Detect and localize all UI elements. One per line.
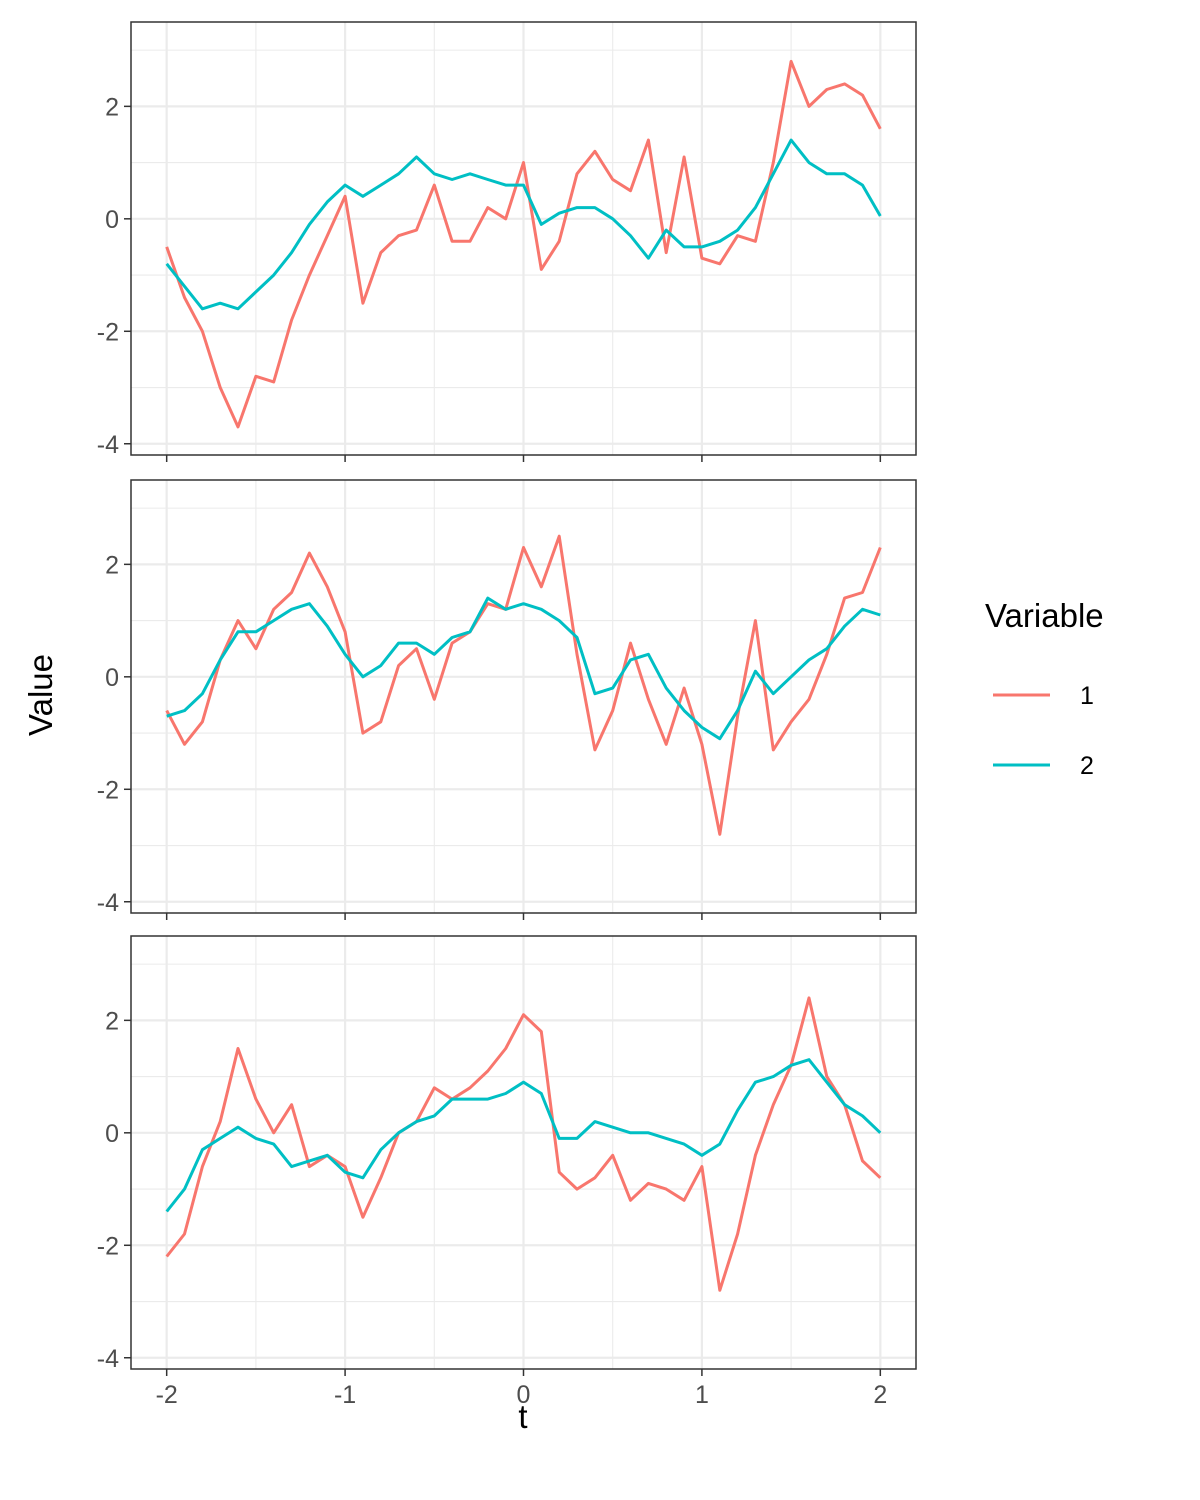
x-tick-label: 2 <box>873 1381 887 1409</box>
facet-panels: -4 -2 0 2 -4 -2 0 2 -4 -2 0 2 <box>97 21 917 1376</box>
series-line-2 <box>165 1058 882 1213</box>
y-tick-label: 0 <box>105 206 119 234</box>
y-tick-label: -2 <box>97 318 119 346</box>
x-tick-label: -1 <box>334 1381 356 1409</box>
y-tick-label: -4 <box>97 889 119 917</box>
series-line-2 <box>166 596 881 741</box>
y-tick-label: 2 <box>105 551 119 579</box>
legend-label-2: 2 <box>1080 752 1094 780</box>
x-tick-label: -2 <box>156 1381 178 1409</box>
y-tick-label: 2 <box>105 1007 119 1035</box>
facet-panel-3: -4 -2 0 2 <box>97 935 917 1376</box>
y-tick-label: -2 <box>97 1232 119 1260</box>
legend: Variable 1 2 <box>985 597 1104 780</box>
legend-label-1: 1 <box>1080 682 1094 710</box>
series-line-1 <box>165 996 882 1292</box>
y-tick-label: -4 <box>97 431 119 459</box>
y-tick-label: 0 <box>105 1120 119 1148</box>
y-tick-label: 2 <box>105 93 119 121</box>
series-line-1 <box>165 534 882 836</box>
x-tick-label: 1 <box>695 1381 709 1409</box>
legend-title: Variable <box>985 597 1104 634</box>
y-tick-label: 0 <box>105 664 119 692</box>
facet-panel-1: -4 -2 0 2 <box>97 21 917 462</box>
x-tick-label: 0 <box>517 1381 531 1409</box>
series-line-2 <box>165 138 882 311</box>
y-tick-label: -2 <box>97 776 119 804</box>
series-line-1 <box>165 59 882 429</box>
y-tick-label: -4 <box>97 1345 119 1373</box>
y-axis-title: Value <box>22 654 59 736</box>
facet-panel-2: -4 -2 0 2 <box>97 479 917 920</box>
x-axis-ticks: -2 -1 0 1 2 <box>156 1381 888 1409</box>
x-axis-title: t <box>518 1398 527 1435</box>
